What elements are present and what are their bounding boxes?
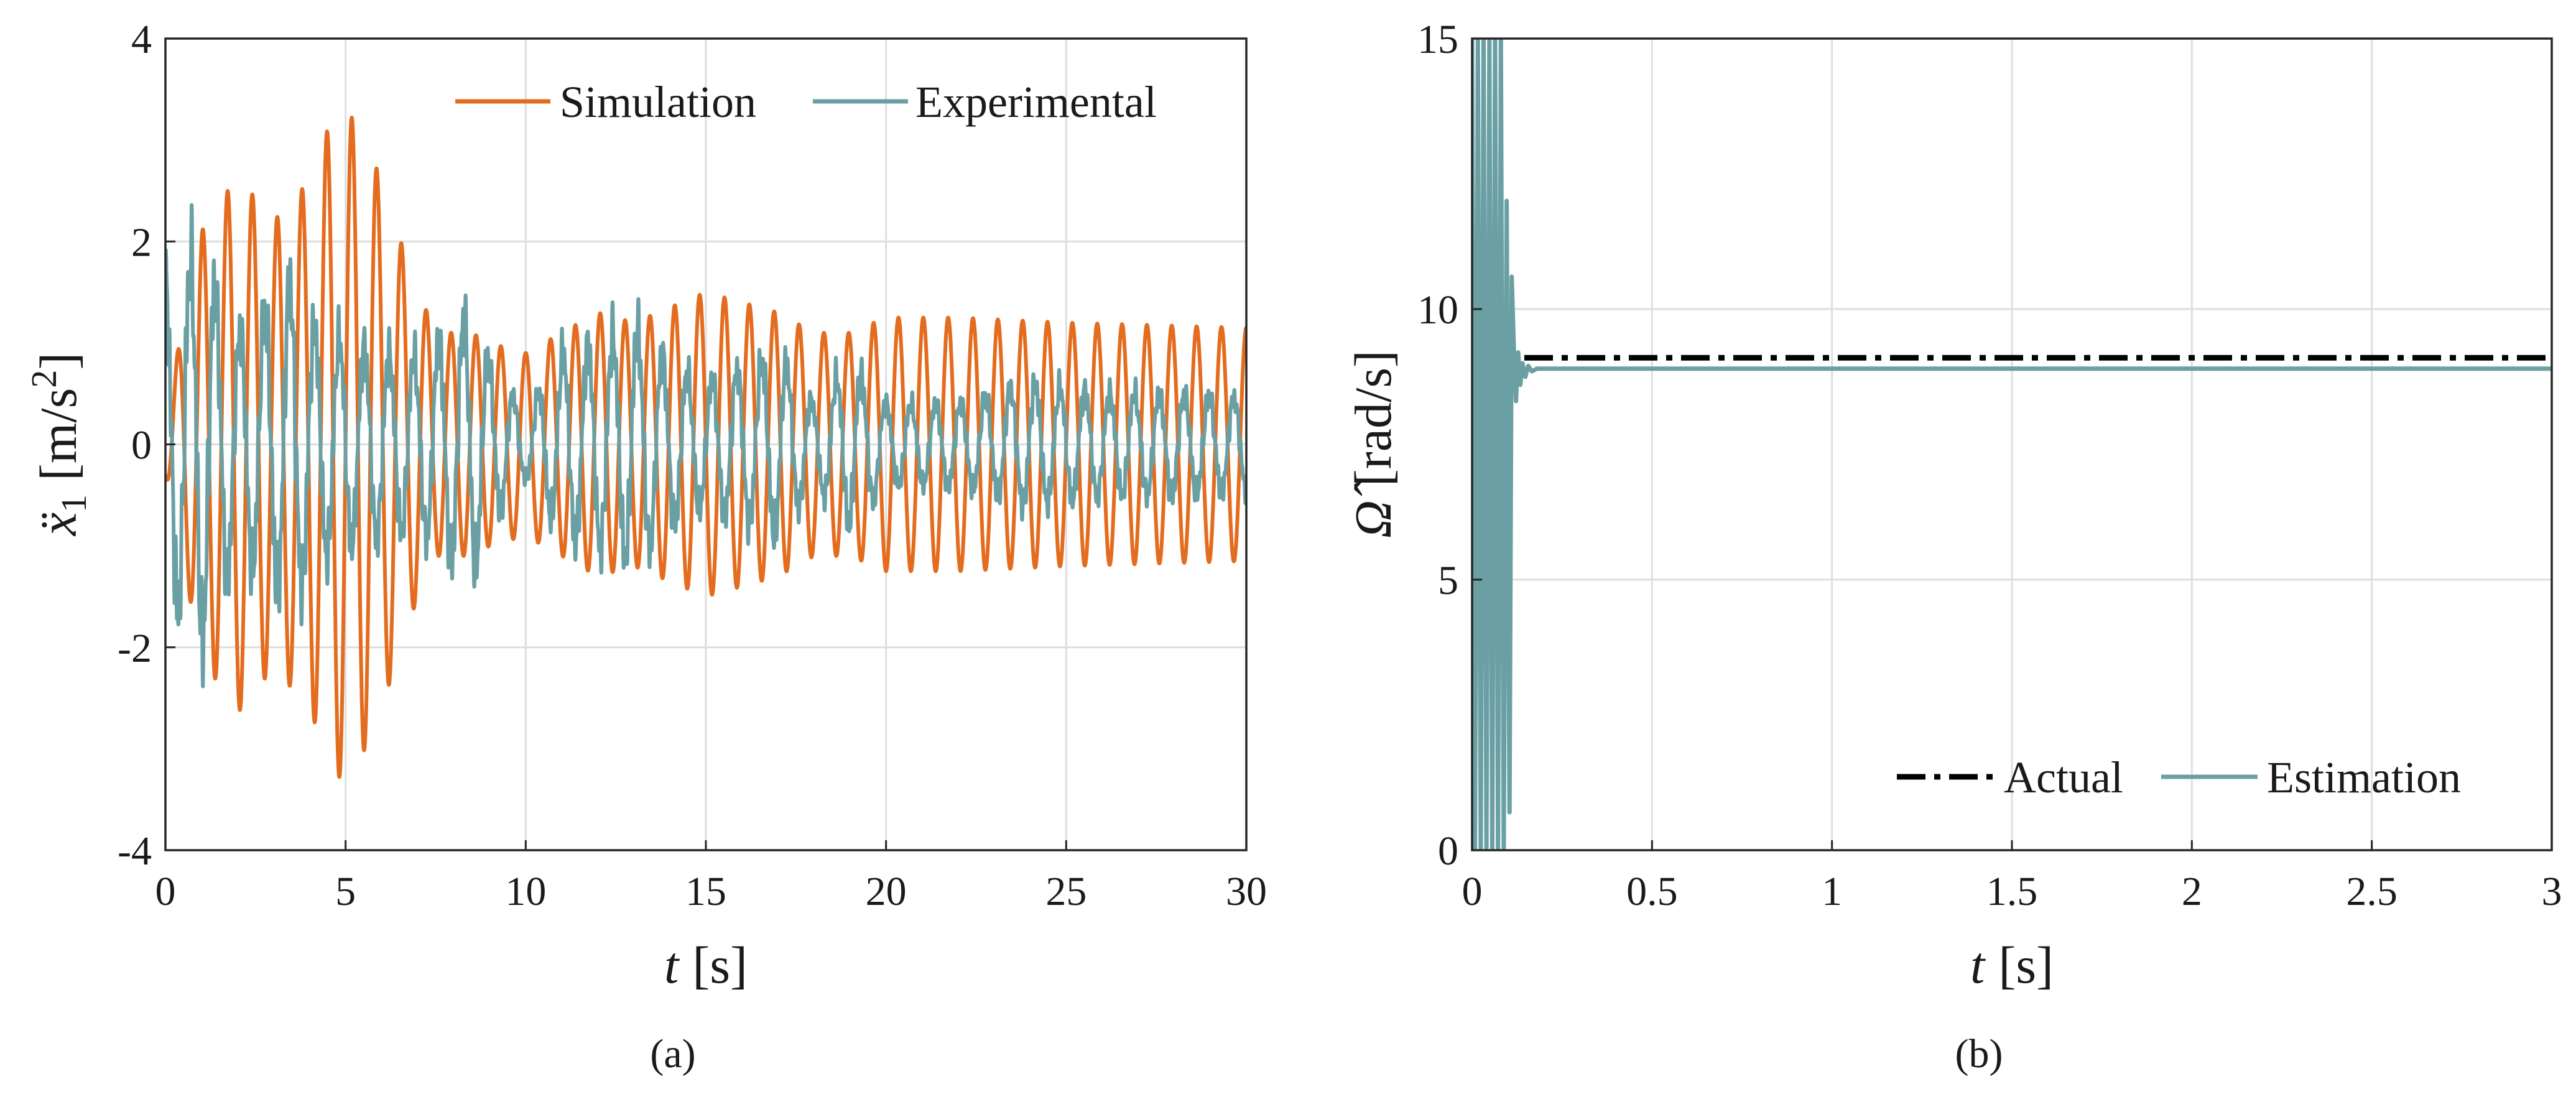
panel-a-y-axis-label: ẍ1 [m/s2] [24,353,94,537]
panel-a-x-unit: [s] [692,937,748,994]
panel-b-legend: Actual Estimation [1897,753,2461,802]
panel-a-y-close: ] [30,353,88,370]
legend-actual-label: Actual [2004,753,2123,802]
y-tick-label: -2 [118,626,152,671]
panel-b-x-unit: [s] [1998,937,2054,994]
x-tick-label: 0.5 [1626,869,1678,914]
panel-a-y-ticks: -4 -2 0 2 4 [118,17,175,874]
y-tick-label: 5 [1438,558,1458,603]
legend-experimental-label: Experimental [915,77,1157,127]
panel-a-y-unit: [m/s [30,388,88,481]
estimation-series-line [1472,39,2552,850]
x-tick-label: 1.5 [1986,869,2038,914]
panel-b-y-var: Ω̂ [1345,480,1402,538]
panel-b-grid [1472,39,2552,850]
y-tick-label: 0 [1438,828,1458,874]
y-tick-label: 15 [1417,17,1458,62]
panel-b-y-unit: [rad/s] [1345,350,1402,486]
panel-a-y-var: ẍ [30,512,88,536]
y-tick-label: 2 [131,220,152,265]
x-tick-label: 20 [866,869,907,914]
x-tick-label: 1 [1822,869,1842,914]
panel-a: 0 5 10 15 20 25 30 -4 -2 0 2 4 Simulation Experime… [24,17,1267,1077]
panel-b-x-var: t [1970,937,1986,994]
panel-b: 0 0.5 1 1.5 2 2.5 3 0 5 10 15 Actual Estimation t… [1345,17,2562,1077]
panel-b-y-ticks: 0 5 10 15 [1417,17,1482,874]
panel-b-y-axis-label: Ω̂[rad/s] [1345,350,1402,538]
x-tick-label: 5 [335,869,356,914]
panel-b-caption: (b) [1955,1031,2003,1077]
x-tick-label: 0 [155,869,176,914]
x-tick-label: 2.5 [2346,869,2398,914]
x-tick-label: 15 [685,869,726,914]
y-tick-label: 0 [131,423,152,468]
experimental-series-line [165,203,1246,688]
x-tick-label: 10 [505,869,546,914]
x-tick-label: 25 [1045,869,1086,914]
x-tick-label: 30 [1226,869,1267,914]
panel-a-x-axis-label: t [s] [664,937,748,994]
x-tick-label: 2 [2182,869,2202,914]
svg-text:Ω̂[rad/s]: Ω̂[rad/s] [1345,350,1402,538]
legend-simulation-label: Simulation [560,77,756,127]
svg-text:ẍ1[m/s2]: ẍ1 [m/s2] [24,353,94,537]
panel-b-x-ticks: 0 0.5 1 1.5 2 2.5 3 [1462,840,2562,914]
y-tick-label: 10 [1417,287,1458,333]
x-tick-label: 0 [1462,869,1483,914]
y-tick-label: 4 [131,17,152,62]
panel-a-x-ticks: 0 5 10 15 20 25 30 [155,840,1267,914]
panel-a-y-sup: 2 [24,370,64,388]
panel-b-x-axis-label: t [s] [1970,937,2054,994]
y-tick-label: -4 [118,828,152,874]
panel-a-caption: (a) [650,1031,695,1077]
panel-a-legend: Simulation Experimental [455,77,1157,127]
panel-a-y-sub: 1 [53,494,94,512]
legend-estimation-label: Estimation [2267,753,2461,802]
x-tick-label: 3 [2542,869,2562,914]
panel-a-x-var: t [664,937,680,994]
